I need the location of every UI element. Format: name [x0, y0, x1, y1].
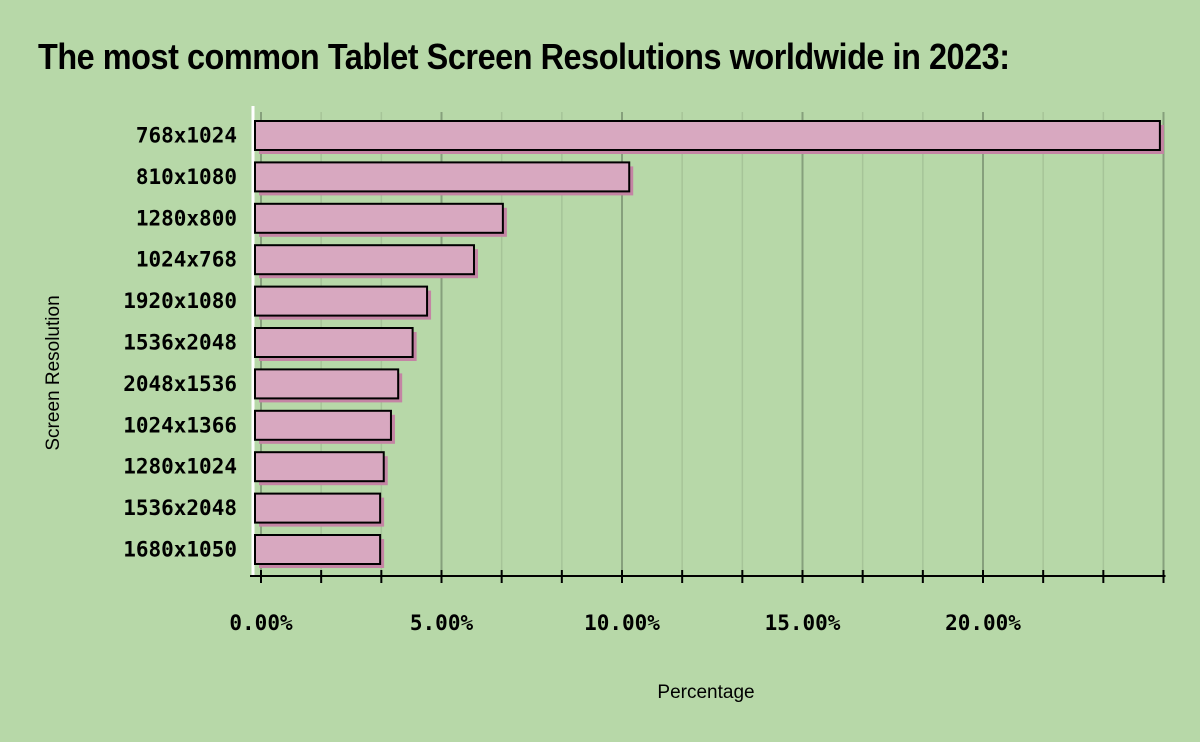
- category-label: 1920x1080: [123, 289, 237, 313]
- x-tick-label: 5.00%: [410, 611, 474, 635]
- bar: [254, 534, 382, 565]
- x-tick-label: 10.00%: [584, 611, 660, 635]
- category-labels: 768x1024 810x1080 1280x800 1024x768 1920x108…: [123, 124, 237, 562]
- bar: [254, 409, 392, 441]
- bar: [254, 327, 414, 358]
- x-tick-label: 0.00%: [229, 611, 293, 635]
- x-tick-label: 20.00%: [945, 611, 1021, 635]
- category-label: 2048x1536: [123, 372, 237, 396]
- bar: [254, 285, 429, 317]
- category-label: 1536x2048: [123, 496, 237, 520]
- bar: [254, 244, 475, 276]
- category-label: 1280x1024: [123, 455, 237, 479]
- category-label: 1024x1366: [123, 413, 237, 437]
- bar: [254, 368, 400, 400]
- category-label: 810x1080: [136, 165, 237, 189]
- chart-title: The most common Tablet Screen Resolution…: [38, 36, 1010, 77]
- category-label: 1536x2048: [123, 331, 237, 355]
- x-axis: 0.00% 5.00% 10.00% 15.00% 20.00%: [229, 570, 1166, 635]
- x-tick-label: 15.00%: [765, 611, 841, 635]
- category-label: 768x1024: [136, 124, 237, 148]
- category-label: 1280x800: [136, 206, 237, 230]
- bar: [254, 202, 504, 234]
- bar: [254, 161, 631, 193]
- y-axis-title: Screen Resolution: [43, 295, 64, 450]
- bars: [254, 120, 1164, 568]
- x-axis-title: Percentage: [657, 682, 754, 703]
- category-label: 1680x1050: [123, 538, 237, 562]
- bar: [254, 492, 382, 524]
- bar: [254, 120, 1161, 151]
- category-label: 1024x768: [136, 248, 237, 272]
- bar: [254, 451, 385, 483]
